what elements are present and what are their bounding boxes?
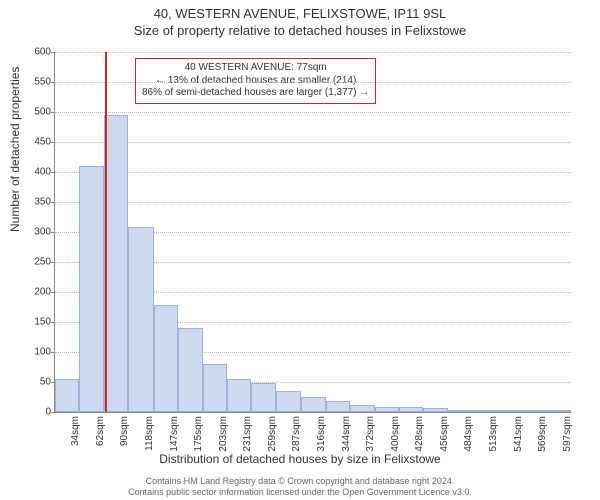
y-tick-mark xyxy=(51,52,55,53)
x-tick-label: 90sqm xyxy=(119,386,130,416)
y-tick-mark xyxy=(51,412,55,413)
y-tick-mark xyxy=(51,232,55,233)
marker-line xyxy=(105,52,107,412)
x-tick-label: 569sqm xyxy=(537,380,548,416)
y-tick-label: 200 xyxy=(34,287,51,298)
y-tick-label: 100 xyxy=(34,347,51,358)
histogram-bar xyxy=(79,166,103,412)
y-tick-mark xyxy=(51,172,55,173)
x-tick-label: 513sqm xyxy=(488,380,499,416)
x-tick-label: 118sqm xyxy=(144,381,155,416)
gridline xyxy=(55,142,571,143)
infobox-line: ← 13% of detached houses are smaller (21… xyxy=(142,75,369,88)
y-tick-label: 450 xyxy=(34,137,51,148)
infobox-line: 86% of semi-detached houses are larger (… xyxy=(142,87,369,100)
y-tick-mark xyxy=(51,142,55,143)
x-tick-label: 456sqm xyxy=(439,380,450,416)
attribution-line: Contains HM Land Registry data © Crown c… xyxy=(0,476,600,487)
y-tick-mark xyxy=(51,202,55,203)
x-tick-label: 231sqm xyxy=(242,380,253,416)
x-tick-label: 175sqm xyxy=(193,380,204,416)
plot-area: 40 WESTERN AVENUE: 77sqm ← 13% of detach… xyxy=(54,52,571,413)
y-axis-label: Number of detached properties xyxy=(8,67,22,232)
y-tick-label: 400 xyxy=(34,167,51,178)
x-tick-label: 203sqm xyxy=(218,380,229,416)
y-tick-mark xyxy=(51,82,55,83)
x-tick-label: 34sqm xyxy=(70,386,81,416)
y-tick-mark xyxy=(51,262,55,263)
y-tick-label: 500 xyxy=(34,107,51,118)
y-tick-label: 50 xyxy=(40,377,51,388)
attribution: Contains HM Land Registry data © Crown c… xyxy=(0,476,600,498)
gridline xyxy=(55,112,571,113)
x-tick-label: 597sqm xyxy=(562,380,573,416)
x-tick-label: 428sqm xyxy=(414,380,425,416)
x-tick-label: 316sqm xyxy=(316,380,327,416)
y-tick-label: 350 xyxy=(34,197,51,208)
gridline xyxy=(55,202,571,203)
y-tick-mark xyxy=(51,112,55,113)
infobox-line: 40 WESTERN AVENUE: 77sqm xyxy=(142,62,369,75)
y-tick-mark xyxy=(51,292,55,293)
chart-subtitle: Size of property relative to detached ho… xyxy=(0,21,600,38)
attribution-line: Contains public sector information licen… xyxy=(0,487,600,498)
y-tick-mark xyxy=(51,322,55,323)
x-tick-label: 259sqm xyxy=(267,380,278,416)
x-axis-label: Distribution of detached houses by size … xyxy=(0,452,600,466)
histogram-bar xyxy=(104,115,128,412)
x-tick-label: 372sqm xyxy=(365,380,376,416)
gridline xyxy=(55,82,571,83)
gridline xyxy=(55,172,571,173)
y-tick-label: 600 xyxy=(34,47,51,58)
x-tick-label: 147sqm xyxy=(169,380,180,416)
x-tick-label: 484sqm xyxy=(463,380,474,416)
y-tick-label: 550 xyxy=(34,77,51,88)
x-tick-label: 400sqm xyxy=(390,380,401,416)
y-tick-label: 300 xyxy=(34,227,51,238)
chart-title: 40, WESTERN AVENUE, FELIXSTOWE, IP11 9SL xyxy=(0,0,600,21)
x-tick-label: 541sqm xyxy=(513,380,524,416)
marker-infobox: 40 WESTERN AVENUE: 77sqm ← 13% of detach… xyxy=(135,58,376,104)
y-tick-label: 150 xyxy=(34,317,51,328)
y-tick-label: 250 xyxy=(34,257,51,268)
x-tick-label: 344sqm xyxy=(341,380,352,416)
x-tick-label: 287sqm xyxy=(291,380,302,416)
y-tick-mark xyxy=(51,352,55,353)
chart-container: 40, WESTERN AVENUE, FELIXSTOWE, IP11 9SL… xyxy=(0,0,600,500)
gridline xyxy=(55,52,571,53)
